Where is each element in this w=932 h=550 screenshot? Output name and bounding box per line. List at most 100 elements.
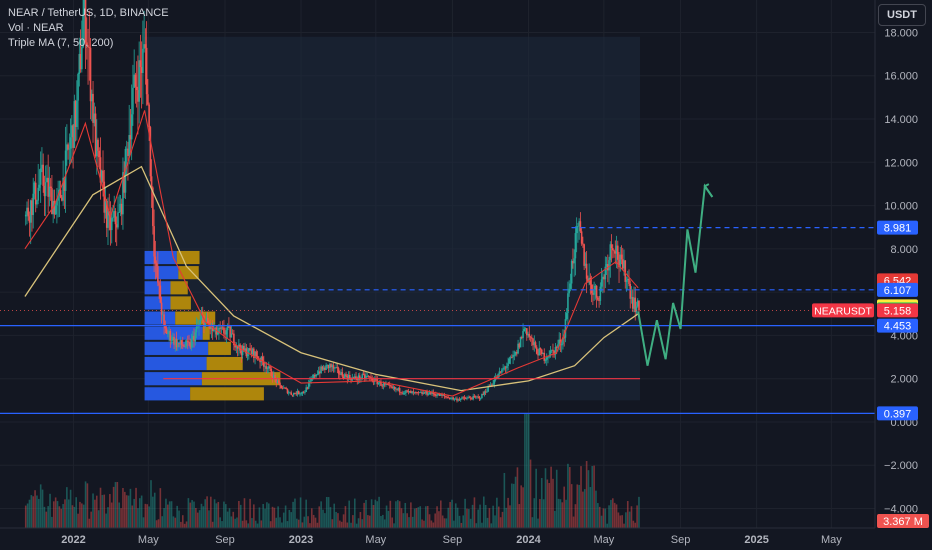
candle-body xyxy=(456,398,458,401)
candle-body xyxy=(59,189,62,198)
volume-bar xyxy=(486,517,489,528)
candle-body xyxy=(635,306,638,313)
candle-body xyxy=(130,114,133,140)
candle-body xyxy=(473,396,476,397)
volume-bar xyxy=(557,498,560,528)
candle-body xyxy=(234,345,236,348)
volume-bars xyxy=(24,413,640,528)
volume-bar xyxy=(344,506,347,528)
volume-bar xyxy=(574,504,577,528)
y-tick-label: −4.000 xyxy=(884,504,918,516)
candle-body xyxy=(327,364,330,369)
volume-bar xyxy=(277,506,279,528)
volume-bar xyxy=(406,513,408,528)
last-price-badge-bg xyxy=(877,303,918,318)
candle-body xyxy=(594,285,597,290)
candle-body xyxy=(164,324,167,329)
candle-body xyxy=(405,390,407,393)
candle-body xyxy=(213,330,215,331)
candle-body xyxy=(630,297,633,299)
candle-body xyxy=(615,245,618,254)
volume-bar xyxy=(105,513,107,528)
candle-body xyxy=(442,395,445,397)
level-badge-text: 0.397 xyxy=(884,408,912,420)
candle-body xyxy=(395,388,397,390)
volume-bar xyxy=(189,502,192,528)
candle-body xyxy=(125,148,128,150)
volume-profile-down-bar xyxy=(208,341,231,355)
volume-bar xyxy=(621,515,623,528)
candle-body xyxy=(613,250,615,252)
volume-bar xyxy=(582,491,584,528)
candle-body xyxy=(113,211,116,218)
candle-body xyxy=(575,226,578,234)
ma-price-badge-text: 6.107 xyxy=(884,285,912,297)
currency-button[interactable]: USDT xyxy=(878,4,926,26)
candle-body xyxy=(275,378,278,383)
volume-bar xyxy=(438,511,440,528)
volume-bar xyxy=(445,518,448,528)
candle-body xyxy=(244,348,246,351)
volume-bar xyxy=(421,519,423,528)
volume-bar xyxy=(623,523,625,528)
volume-bar xyxy=(501,511,504,528)
candle-body xyxy=(529,336,532,338)
candle-body xyxy=(145,47,148,95)
volume-bar xyxy=(124,491,126,528)
candle-body xyxy=(614,251,617,254)
volume-bar xyxy=(219,517,221,528)
volume-bar xyxy=(531,517,534,528)
candle-body xyxy=(165,328,168,334)
candle-body xyxy=(516,352,518,354)
volume-bar xyxy=(602,508,605,528)
triple-ma-indicator-label[interactable]: Triple MA (7, 50, 200) xyxy=(8,37,114,49)
candle-body xyxy=(589,277,592,285)
volume-bar xyxy=(340,521,343,528)
volume-bar xyxy=(357,518,360,528)
volume-profile-up-bar xyxy=(144,266,179,280)
volume-bar xyxy=(368,515,371,528)
volume-bar xyxy=(267,503,270,528)
volume-bar xyxy=(152,496,154,528)
candle-body xyxy=(168,331,170,334)
candle-body xyxy=(196,326,199,328)
volume-bar xyxy=(77,513,79,528)
volume-indicator-label[interactable]: Vol · NEAR xyxy=(8,22,64,34)
level-badge-bg xyxy=(877,406,918,421)
volume-bar xyxy=(415,508,418,528)
candle-body xyxy=(172,336,174,341)
candle-body xyxy=(634,297,637,313)
volume-bar xyxy=(441,515,444,528)
candle-body xyxy=(616,245,619,260)
volume-bar xyxy=(193,501,195,528)
volume-bar xyxy=(269,521,272,528)
volume-bar xyxy=(561,502,564,528)
candle-body xyxy=(142,48,144,74)
candle-body xyxy=(175,339,178,348)
candle-body xyxy=(231,333,234,335)
volume-bar xyxy=(382,514,384,528)
volume-bar xyxy=(559,499,562,528)
volume-bar xyxy=(282,512,285,528)
volume-bar xyxy=(213,499,216,528)
volume-bar xyxy=(458,515,461,528)
volume-bar xyxy=(542,499,545,528)
candle-body xyxy=(534,342,537,348)
volume-bar xyxy=(516,467,519,528)
symbol-title[interactable]: NEAR / TetherUS, 1D, BINANCE xyxy=(8,7,169,19)
candle-body xyxy=(26,207,28,215)
candle-body xyxy=(355,376,357,379)
volume-bar xyxy=(84,481,87,528)
candle-body xyxy=(471,398,473,400)
y-tick-label: 16.000 xyxy=(884,71,918,83)
symbol-tag-bg xyxy=(812,303,874,318)
volume-bar xyxy=(337,513,339,528)
candle-body xyxy=(533,342,536,346)
candle-body xyxy=(264,366,266,368)
volume-bar xyxy=(361,519,364,528)
volume-bar xyxy=(281,522,283,528)
candle-body xyxy=(514,352,517,355)
volume-bar xyxy=(625,512,627,528)
volume-bar xyxy=(626,501,629,528)
